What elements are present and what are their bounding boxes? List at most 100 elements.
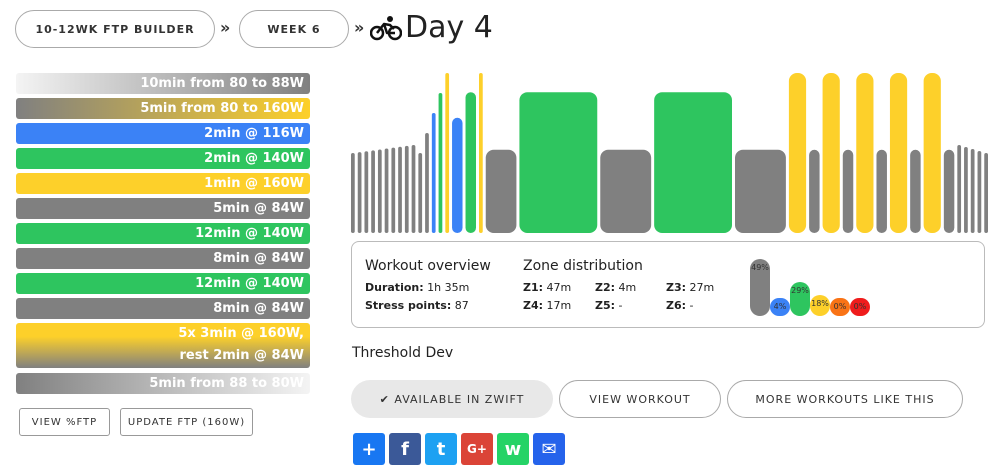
interval-label: 1min @ 160W xyxy=(204,176,304,191)
stress-label: Stress points: xyxy=(365,299,452,312)
zone-time-label: Z5: xyxy=(595,299,616,312)
zone-percent-label: 49% xyxy=(751,263,769,273)
interval-label: 2min @ 140W xyxy=(204,151,304,166)
workout-chart xyxy=(351,73,988,233)
available-in-zwift-button[interactable]: ✔ AVAILABLE IN ZWIFT xyxy=(351,380,553,418)
zone-time-value: 4m xyxy=(615,281,637,294)
interval-label: 5min from 80 to 160W xyxy=(140,101,304,116)
duration-row: Duration: 1h 35m xyxy=(365,281,469,294)
duration-label: Duration: xyxy=(365,281,424,294)
interval-label: 8min @ 84W xyxy=(213,301,304,316)
chart-bar xyxy=(485,149,517,233)
chart-bar xyxy=(445,73,450,233)
chart-bar xyxy=(957,145,962,233)
google-plus-icon[interactable]: G+ xyxy=(461,433,493,465)
zone-time: Z5: - xyxy=(595,299,623,312)
duration-value: 1h 35m xyxy=(427,281,470,294)
zone-time-label: Z3: xyxy=(666,281,687,294)
update-ftp-button[interactable]: UPDATE FTP (160W) xyxy=(120,408,253,436)
zone-percent-label: 29% xyxy=(791,286,809,296)
zone-time-label: Z1: xyxy=(523,281,544,294)
interval-item: 5x 3min @ 160W, rest 2min @ 84W xyxy=(16,323,310,368)
chart-bar xyxy=(600,149,652,233)
twitter-icon[interactable]: t xyxy=(425,433,457,465)
chart-bar xyxy=(856,73,874,233)
share-glyph: G+ xyxy=(467,442,487,456)
chart-bar xyxy=(357,152,362,233)
chart-bar xyxy=(923,73,941,233)
interval-label: 5x 3min @ 160W, xyxy=(178,326,304,341)
chart-bar xyxy=(452,117,463,233)
chart-bar xyxy=(438,93,443,233)
interval-item: 8min @ 84W xyxy=(16,248,310,269)
interval-item: 5min @ 84W xyxy=(16,198,310,219)
zone-bar xyxy=(810,295,830,316)
chart-bar xyxy=(411,145,416,233)
share-glyph: t xyxy=(436,438,446,460)
interval-label: 10min from 80 to 88W xyxy=(140,76,304,91)
overview-title: Workout overview xyxy=(365,258,491,274)
interval-label: 8min @ 84W xyxy=(213,251,304,266)
facebook-icon[interactable]: f xyxy=(389,433,421,465)
chart-bar xyxy=(809,149,820,233)
breadcrumb-separator: » xyxy=(220,18,231,37)
chart-bar xyxy=(479,73,483,233)
chart-bar xyxy=(735,149,786,233)
chart-bar xyxy=(822,73,840,233)
chart-bar xyxy=(465,92,476,233)
breadcrumb-separator: » xyxy=(354,18,365,37)
chart-bar xyxy=(371,150,375,233)
zone-time: Z3: 27m xyxy=(666,281,714,294)
zone-distribution-title: Zone distribution xyxy=(523,258,643,274)
chart-bar xyxy=(431,113,436,233)
view-workout-button[interactable]: VIEW WORKOUT xyxy=(559,380,721,418)
zone-time-value: 17m xyxy=(543,299,572,312)
share-glyph: f xyxy=(401,438,409,460)
zone-bar xyxy=(770,298,790,316)
zone-percent-label: 18% xyxy=(811,299,829,309)
zone-bar xyxy=(790,282,810,316)
zone-time: Z2: 4m xyxy=(595,281,636,294)
share-plus-icon[interactable]: + xyxy=(353,433,385,465)
whatsapp-icon[interactable]: w xyxy=(497,433,529,465)
chart-bar xyxy=(788,73,807,233)
interval-item: 1min @ 160W xyxy=(16,173,310,194)
chart-bar xyxy=(842,149,854,233)
more-workouts-button[interactable]: MORE WORKOUTS LIKE THIS xyxy=(727,380,963,418)
zone-percent-label: 4% xyxy=(773,302,787,311)
chart-bar xyxy=(418,153,423,233)
chart-bar xyxy=(943,149,955,233)
interval-label: 5min @ 84W xyxy=(213,201,304,216)
zone-percent-label: 0% xyxy=(833,302,847,311)
chart-bar xyxy=(364,151,369,233)
chart-bar xyxy=(391,147,396,233)
email-icon[interactable]: ✉ xyxy=(533,433,565,465)
interval-label: 5min from 88 to 80W xyxy=(149,376,304,391)
zone-time-value: - xyxy=(615,299,623,312)
chart-bar xyxy=(425,133,429,233)
chart-bar xyxy=(970,149,975,233)
interval-item: 2min @ 116W xyxy=(16,123,310,144)
interval-item: 5min from 88 to 80W xyxy=(16,373,310,394)
zone-time-label: Z6: xyxy=(666,299,687,312)
workout-overview-panel: Workout overview Duration: 1h 35m Stress… xyxy=(351,241,985,328)
zone-time: Z1: 47m xyxy=(523,281,571,294)
interval-item: 2min @ 140W xyxy=(16,148,310,169)
zone-bar xyxy=(850,298,870,316)
chart-bar xyxy=(964,147,968,233)
chart-bar xyxy=(876,149,887,233)
interval-label: 12min @ 140W xyxy=(195,226,304,241)
chart-bar xyxy=(984,153,988,233)
interval-label: 12min @ 140W xyxy=(195,276,304,291)
plan-button[interactable]: 10-12WK FTP BUILDER xyxy=(15,10,215,48)
interval-label: 2min @ 116W xyxy=(204,126,304,141)
chart-bar xyxy=(910,149,921,233)
interval-item: 8min @ 84W xyxy=(16,298,310,319)
week-button[interactable]: WEEK 6 xyxy=(239,10,349,48)
zone-time-label: Z4: xyxy=(523,299,544,312)
zone-time-value: - xyxy=(686,299,694,312)
view-ftp-button[interactable]: VIEW %FTP xyxy=(19,408,110,436)
cyclist-icon xyxy=(370,16,402,41)
interval-item: 12min @ 140W xyxy=(16,223,310,244)
page-title: Day 4 xyxy=(405,10,493,45)
